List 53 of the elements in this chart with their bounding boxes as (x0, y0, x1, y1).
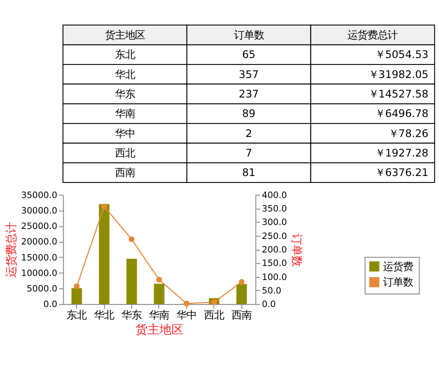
y2-tick-label: 0.0 (262, 300, 276, 310)
category-label: 华南 (114, 108, 135, 120)
y2-tick-label: 200.0 (262, 245, 287, 256)
category-label: 西北 (114, 147, 135, 160)
y2-axis-title: 订单数 (290, 233, 304, 266)
data-label: ￥78.26 (388, 128, 429, 140)
x-tick-label: 华南 (149, 309, 170, 322)
data-label: ￥6496.78 (375, 108, 428, 120)
y2-tick-label: 250.0 (262, 232, 287, 242)
category-label: 东北 (114, 49, 135, 62)
category-label: 华东 (114, 88, 135, 100)
data-label: ￥31982.05 (368, 68, 428, 81)
x-tick-label: 东北 (66, 309, 87, 322)
data-label: ￥1927.28 (375, 147, 428, 160)
category-label: 华北 (114, 68, 135, 81)
x-tick-label: 华北 (94, 309, 114, 322)
y-tick-label: 5000.0 (26, 284, 58, 294)
y-axis-title: 运货费总计 (4, 222, 18, 278)
y2-tick-label: 400.0 (262, 190, 287, 201)
series-label: 运货费总计 (348, 29, 398, 42)
data-label: 357 (238, 68, 259, 81)
data-label: 237 (238, 88, 259, 100)
x-tick-label: 华东 (122, 309, 142, 322)
x-tick-label: 华中 (176, 309, 197, 322)
y2-tick-label: 350.0 (262, 204, 287, 214)
y2-tick-label: 100.0 (262, 272, 287, 283)
y-tick-label: 30000.0 (21, 206, 58, 216)
data-label: ￥5054.53 (375, 49, 428, 62)
x-tick-label: 西南 (232, 309, 252, 322)
y-tick-label: 10000.0 (21, 268, 58, 279)
category-label: 华中 (114, 128, 135, 140)
category-label: 西南 (114, 167, 135, 180)
legend-label: 订单数 (383, 276, 414, 289)
data-label: 2 (245, 128, 252, 140)
series-label: 订单数 (234, 29, 264, 42)
y-tick-label: 35000.0 (21, 190, 58, 201)
data-label: 7 (245, 147, 252, 160)
y-tick-label: 0.0 (43, 300, 58, 310)
data-label: 81 (242, 167, 256, 180)
y-tick-label: 20000.0 (21, 238, 58, 248)
y2-tick-label: 50.0 (262, 286, 282, 296)
data-label: 89 (242, 108, 256, 120)
text: 货主地区 (104, 29, 145, 42)
data-label: 65 (242, 49, 256, 62)
y2-tick-label: 150.0 (262, 259, 287, 270)
data-label: ￥14527.58 (368, 88, 428, 100)
legend-label: 运货费 (383, 260, 414, 273)
y2-tick-label: 300.0 (262, 218, 287, 228)
y-tick-label: 15000.0 (21, 253, 58, 264)
x-axis-title: 货主地区 (136, 322, 184, 336)
y-tick-label: 25000.0 (21, 222, 58, 232)
x-tick-label: 西北 (204, 309, 224, 322)
data-label: ￥6376.21 (375, 167, 428, 180)
